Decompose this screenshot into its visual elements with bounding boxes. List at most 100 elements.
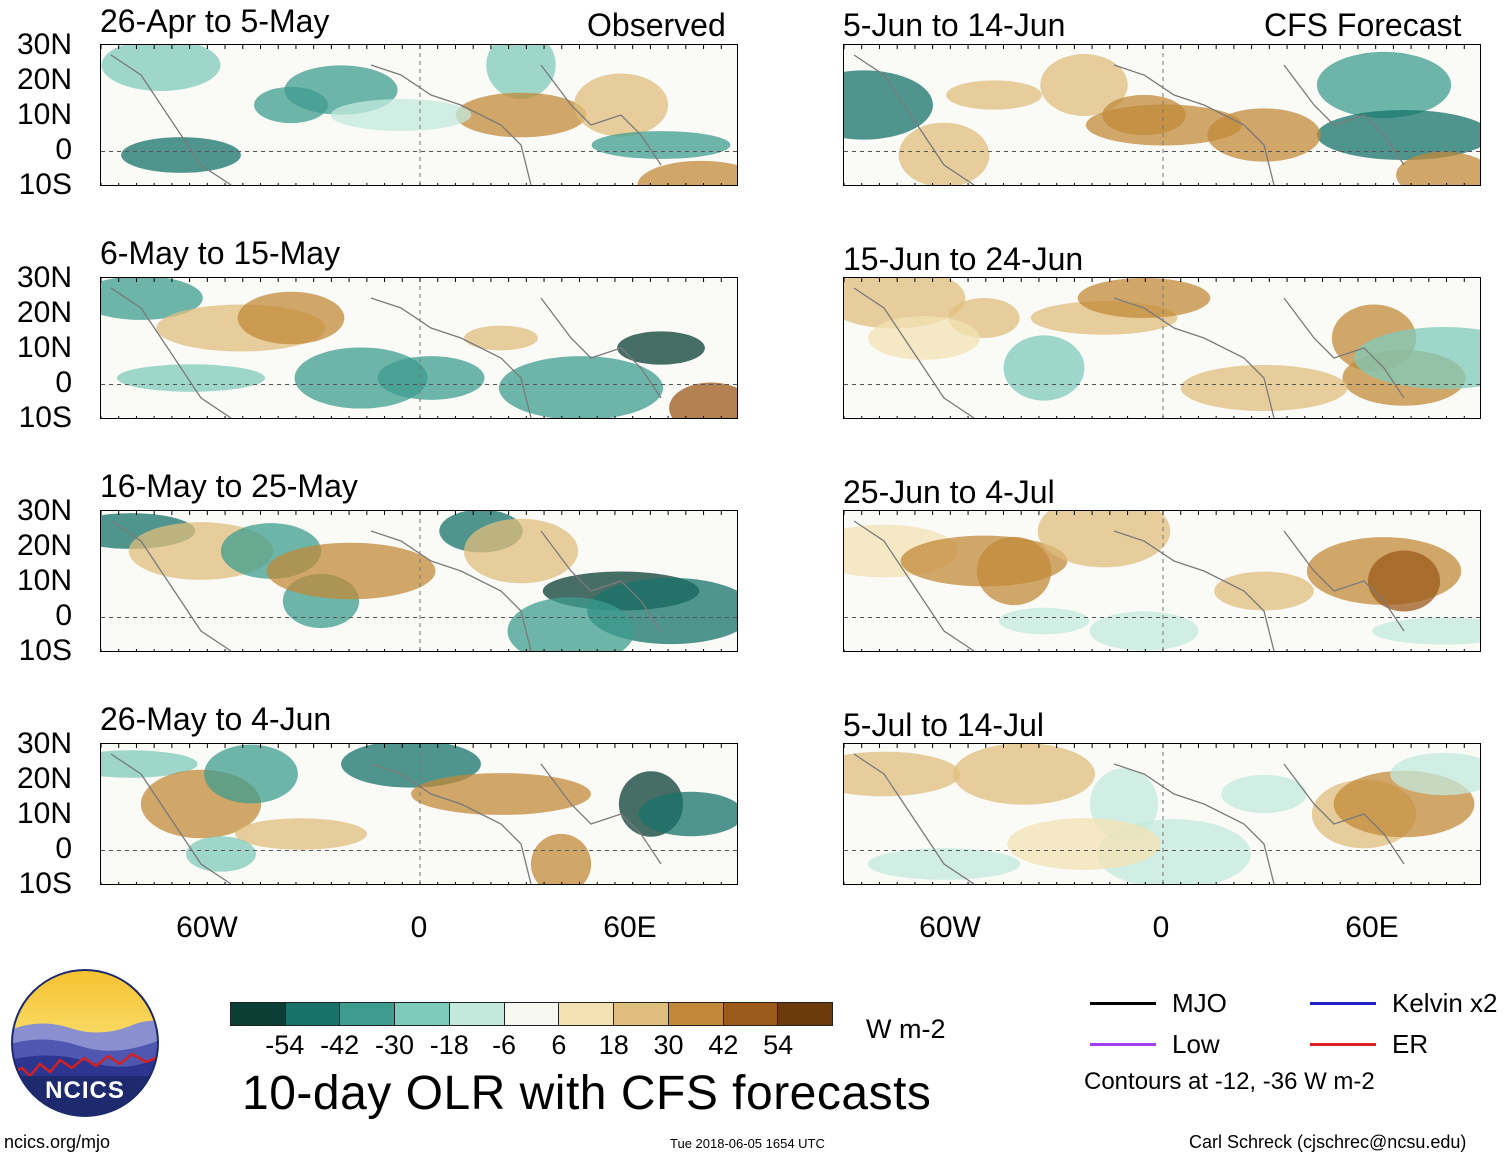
olr-field xyxy=(844,744,1480,884)
forecast-panel-3-title: 25-Jun to 4-Jul xyxy=(843,474,1055,510)
lat-label: 10S xyxy=(18,634,72,667)
legend-label-low: Low xyxy=(1172,1029,1220,1059)
legend-line-kelvin xyxy=(1310,1002,1376,1005)
olr-anomaly-patch xyxy=(116,364,266,392)
olr-field xyxy=(844,511,1480,651)
olr-anomaly-patch xyxy=(669,382,737,418)
olr-anomaly-patch xyxy=(498,356,664,418)
lat-label: 0 xyxy=(55,133,72,166)
olr-anomaly-patch xyxy=(411,773,591,815)
lat-label: 10S xyxy=(18,401,72,434)
legend-label-er: ER xyxy=(1392,1029,1429,1059)
lat-label: 30N xyxy=(16,28,72,61)
cfs-forecast-header: CFS Forecast xyxy=(1264,7,1462,43)
coastline xyxy=(110,54,662,185)
olr-anomaly-patch xyxy=(1003,335,1085,401)
olr-field xyxy=(844,45,1480,185)
coastline xyxy=(110,753,662,884)
forecast-panel-1-title: 5-Jun to 14-Jun xyxy=(843,7,1066,43)
olr-anomaly-patch xyxy=(1372,617,1480,645)
svg-text:NCICS: NCICS xyxy=(45,1077,125,1104)
map-forecast-2 xyxy=(843,277,1481,419)
olr-anomaly-patch xyxy=(101,278,203,320)
legend-label-kelvin: Kelvin x2 xyxy=(1392,988,1498,1018)
olr-anomaly-patch xyxy=(1316,51,1452,119)
olr-anomaly-patch xyxy=(946,80,1042,110)
olr-anomaly-patch xyxy=(1085,104,1243,146)
olr-anomaly-patch xyxy=(1221,774,1307,814)
olr-anomaly-patch xyxy=(976,536,1052,606)
coastline xyxy=(853,54,1405,185)
lon-label-forecast: 60E xyxy=(1345,911,1399,944)
map-observed-4 xyxy=(100,743,738,885)
lon-label-observed: 60W xyxy=(176,911,238,944)
lat-label: 0 xyxy=(55,366,72,399)
olr-anomaly-patch xyxy=(486,45,556,99)
colorbar-swatch xyxy=(231,1003,286,1025)
colorbar-tick-label: -30 xyxy=(374,1030,414,1060)
observed-panel-4-title: 26-May to 4-Jun xyxy=(100,701,332,737)
colorbar-tick-label: -18 xyxy=(429,1030,469,1060)
olr-anomaly-patch xyxy=(1367,550,1441,612)
footer-url[interactable]: ncics.org/mjo xyxy=(4,1132,111,1152)
main-title: 10-day OLR with CFS forecasts xyxy=(242,1067,932,1120)
olr-anomaly-patch xyxy=(1390,752,1480,796)
lat-label: 10S xyxy=(18,168,72,201)
lat-label: 30N xyxy=(16,261,72,294)
coastline xyxy=(853,520,1405,651)
olr-anomaly-patch xyxy=(235,818,367,850)
colorbar-swatch xyxy=(504,1003,560,1025)
olr-anomaly-patch xyxy=(330,99,472,131)
lat-label: 10N xyxy=(16,98,72,131)
lat-label: 30N xyxy=(16,727,72,760)
observed-panel-1-title: 26-Apr to 5-May xyxy=(100,3,330,39)
colorbar-swatch xyxy=(340,1003,396,1025)
olr-anomaly-patch xyxy=(1037,511,1171,568)
lat-label: 10N xyxy=(16,797,72,830)
olr-anomaly-patch xyxy=(1316,110,1480,160)
lat-label: 0 xyxy=(55,599,72,632)
colorbar-tick-label: 54 xyxy=(763,1030,794,1060)
olr-anomaly-patch xyxy=(1007,818,1161,870)
legend-label-mjo: MJO xyxy=(1172,988,1227,1018)
lat-label: 30N xyxy=(16,494,72,527)
lon-label-observed: 0 xyxy=(410,911,428,944)
olr-anomaly-patch xyxy=(952,744,1096,805)
colorbar-swatch xyxy=(559,1003,615,1025)
ncics-logo: NCICS xyxy=(10,968,160,1118)
colorbar-units: W m-2 xyxy=(866,1014,946,1044)
map-forecast-4 xyxy=(843,743,1481,885)
olr-field xyxy=(844,278,1480,418)
colorbar-swatch xyxy=(723,1003,779,1025)
map-observed-2 xyxy=(100,277,738,419)
forecast-panel-4-title: 5-Jul to 14-Jul xyxy=(843,707,1044,743)
olr-anomaly-patch xyxy=(844,278,966,329)
colorbar-swatch xyxy=(778,1003,833,1025)
olr-anomaly-patch xyxy=(463,518,579,584)
olr-field xyxy=(101,511,737,651)
lat-label: 20N xyxy=(16,296,72,329)
colorbar-tick-label: -42 xyxy=(320,1030,360,1060)
olr-anomaly-patch xyxy=(1040,54,1128,116)
colorbar-swatch xyxy=(395,1003,450,1025)
olr-anomaly-patch xyxy=(507,597,635,651)
olr-anomaly-patch xyxy=(341,744,481,788)
lon-label-forecast: 0 xyxy=(1152,911,1170,944)
olr-anomaly-patch xyxy=(204,744,298,804)
colorbar xyxy=(230,1002,833,1026)
lon-label-forecast: 60W xyxy=(919,911,981,944)
colorbar-swatch xyxy=(614,1003,669,1025)
colorbar-tick-label: -6 xyxy=(492,1030,517,1060)
olr-field xyxy=(101,744,737,884)
olr-anomaly-patch xyxy=(1077,278,1211,319)
olr-anomaly-patch xyxy=(1207,108,1321,162)
legend-line-er xyxy=(1310,1043,1376,1046)
olr-anomaly-patch xyxy=(638,791,737,837)
olr-anomaly-patch xyxy=(530,833,592,884)
observed-header: Observed xyxy=(587,7,726,43)
olr-anomaly-patch xyxy=(998,607,1090,635)
colorbar-swatch xyxy=(668,1003,724,1025)
colorbar-swatch xyxy=(449,1003,505,1025)
olr-anomaly-patch xyxy=(237,291,345,345)
olr-anomaly-patch xyxy=(464,325,538,351)
